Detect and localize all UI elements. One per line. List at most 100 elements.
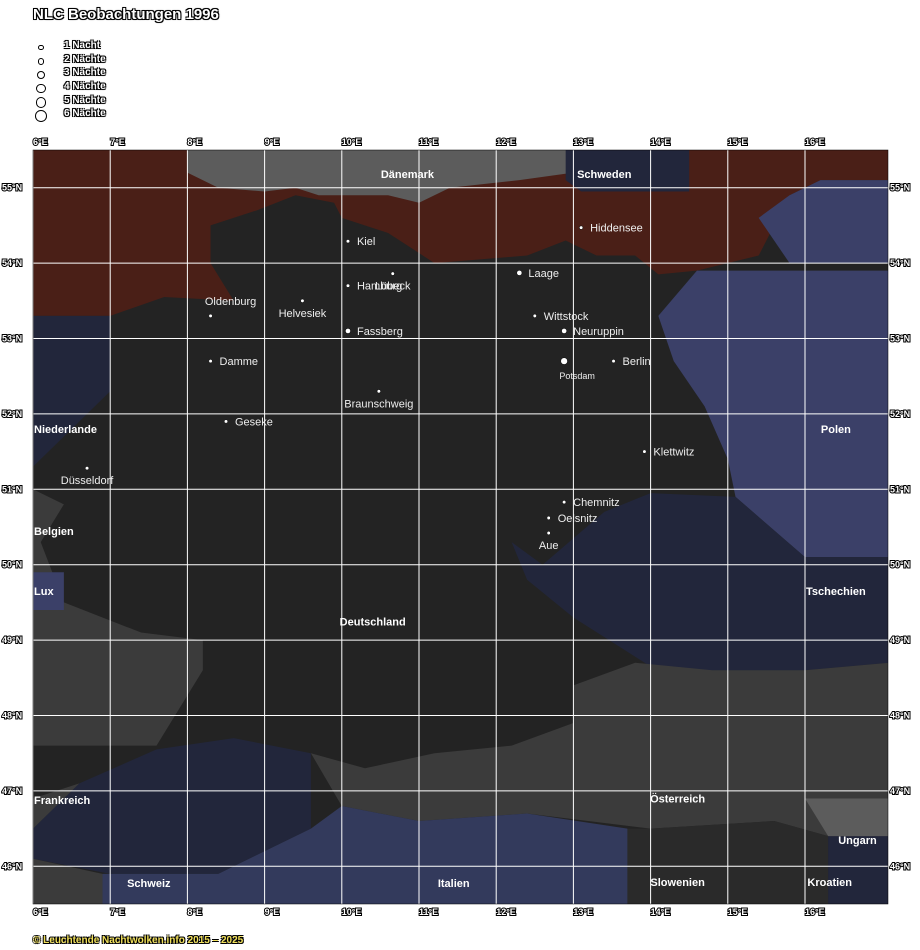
station-label: Hiddensee: [590, 223, 643, 235]
station-marker[interactable]: [300, 298, 305, 303]
station-label: Klettwitz: [653, 447, 694, 459]
station-label: Braunschweig: [344, 398, 413, 410]
country-label: Frankreich: [34, 795, 91, 807]
station-label: Wittstock: [544, 311, 589, 323]
lon-tick-label-bottom: 11°E: [419, 907, 438, 917]
station-marker[interactable]: [532, 313, 537, 318]
legend-circle-icon: [34, 68, 50, 81]
station-label: Laage: [528, 268, 559, 280]
legend-item: 4 Nächte: [34, 81, 106, 95]
country-label: Niederlande: [34, 424, 97, 436]
station-marker[interactable]: [223, 419, 229, 424]
lon-tick-label-bottom: 13°E: [573, 907, 593, 917]
lon-tick-label-top: 11°E: [419, 137, 438, 147]
station-marker[interactable]: [208, 359, 213, 364]
station-label: Hamburg: [357, 281, 402, 293]
lat-tick-label-right: 54°N: [890, 258, 910, 268]
lat-tick-label-left: 54°N: [2, 258, 22, 268]
country-label: Polen: [821, 424, 851, 436]
station-marker[interactable]: [390, 271, 395, 276]
austria-region: [310, 662, 888, 837]
lon-tick-label-top: 7°E: [110, 137, 125, 147]
country-label: Kroatien: [807, 877, 852, 889]
belgium-france-region: [33, 489, 203, 746]
credit: © Leuchtende Nachtwolken.info 2015 – 202…: [33, 935, 244, 946]
legend-circle-icon: [34, 81, 50, 94]
legend-label: 3 Nächte: [64, 67, 106, 79]
lat-tick-label-right: 48°N: [890, 711, 910, 721]
map-frame: [32, 149, 889, 905]
station-label: Fassberg: [357, 326, 403, 338]
station-label: Berlin: [623, 356, 651, 368]
station-marker[interactable]: [562, 500, 567, 505]
lat-tick-label-right: 55°N: [890, 183, 910, 193]
station-marker[interactable]: [345, 328, 351, 334]
country-label: Ungarn: [838, 835, 877, 847]
legend-circle-icon: [34, 95, 50, 108]
legend-item: 3 Nächte: [34, 67, 106, 81]
station-marker[interactable]: [561, 328, 567, 334]
station-label: Oldenburg: [205, 296, 256, 308]
station-marker[interactable]: [345, 239, 351, 244]
lon-tick-label-bottom: 12°E: [496, 907, 516, 917]
station-marker[interactable]: [376, 389, 381, 394]
station-label: Lübeck: [375, 281, 411, 293]
france-sw-region: [33, 858, 103, 904]
station-marker[interactable]: [546, 515, 551, 521]
poland-coast-region: [758, 180, 888, 264]
legend-label: 2 Nächte: [64, 53, 106, 65]
lat-tick-label-right: 49°N: [890, 635, 910, 645]
lon-tick-label-top: 16°E: [805, 137, 825, 147]
station-marker[interactable]: [579, 225, 584, 230]
country-label: Österreich: [650, 792, 705, 805]
station-marker[interactable]: [516, 270, 523, 276]
lat-tick-label-left: 51°N: [2, 484, 22, 494]
legend-label: 1 Nacht: [64, 40, 101, 51]
lon-tick-label-top: 8°E: [187, 137, 202, 147]
lat-tick-label-left: 46°N: [2, 861, 22, 871]
legend-item: 6 Nächte: [34, 108, 106, 123]
legend-circle-icon: [34, 109, 50, 123]
switzerland-region: [33, 738, 311, 874]
country-label: Lux: [34, 586, 54, 598]
croatia-region: [828, 836, 888, 904]
lat-tick-label-left: 53°N: [2, 334, 22, 344]
station-marker[interactable]: [611, 359, 616, 364]
hungary-region: [805, 798, 888, 837]
lon-tick-label-bottom: 16°E: [805, 907, 825, 917]
france-south-region: [33, 783, 80, 829]
lon-tick-label-top: 14°E: [651, 137, 671, 147]
legend-circle-icon: [34, 54, 50, 67]
map-title: NLC Beobachtungen 1996: [33, 6, 219, 23]
lat-tick-label-left: 48°N: [2, 711, 22, 721]
station-marker[interactable]: [208, 313, 213, 318]
legend-item: 1 Nacht: [34, 40, 100, 54]
lon-tick-label-top: 15°E: [728, 137, 748, 147]
lon-tick-label-bottom: 8°E: [187, 907, 202, 917]
country-label: Deutschland: [340, 616, 406, 628]
lat-tick-label-right: 47°N: [890, 786, 910, 796]
lat-tick-label-right: 52°N: [890, 409, 910, 419]
station-label: Potsdam: [559, 371, 595, 381]
lat-tick-label-left: 50°N: [2, 560, 22, 570]
legend-circle-icon: [34, 40, 50, 53]
station-marker[interactable]: [546, 530, 551, 536]
lon-tick-label-bottom: 9°E: [265, 907, 280, 917]
station-label: Düsseldorf: [61, 475, 115, 487]
country-label: Italien: [438, 878, 470, 890]
station-marker[interactable]: [345, 283, 351, 288]
legend-label: 4 Nächte: [64, 81, 106, 93]
denmark-region: [187, 150, 574, 203]
lon-tick-label-top: 9°E: [265, 137, 280, 147]
lat-tick-label-right: 46°N: [890, 861, 910, 871]
country-label: Belgien: [34, 526, 74, 538]
station-marker[interactable]: [84, 466, 90, 471]
lon-tick-label-bottom: 14°E: [651, 907, 671, 917]
station-label: Geseke: [235, 416, 273, 428]
station-marker[interactable]: [560, 357, 568, 365]
station-marker[interactable]: [642, 449, 647, 454]
lon-tick-label-top: 13°E: [573, 137, 593, 147]
lon-tick-label-top: 10°E: [342, 137, 362, 147]
country-label: Dänemark: [381, 169, 435, 181]
